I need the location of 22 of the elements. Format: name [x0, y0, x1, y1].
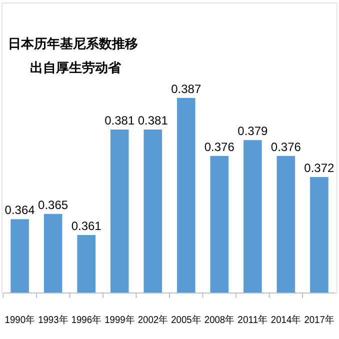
- data-label: 0.364: [4, 203, 36, 218]
- x-tick-label: 1993年: [38, 314, 70, 326]
- data-label: 0.379: [238, 124, 268, 138]
- data-label: 0.376: [204, 140, 235, 154]
- text: 出自厚生劳动省: [30, 60, 122, 75]
- x-tick-label: 2008年: [204, 314, 237, 326]
- data-label: 0.376: [270, 140, 302, 154]
- text: 日本历年基尼系数推移: [8, 36, 138, 51]
- x-tick-label: 2005年: [171, 314, 204, 326]
- x-tick-label: 1996年: [71, 314, 104, 326]
- x-tick-label: 2002年: [138, 314, 170, 326]
- data-label: 0.372: [304, 161, 335, 175]
- data-label: 0.381: [138, 114, 168, 128]
- x-tick-label: 2017年: [304, 314, 336, 326]
- x-tick-label: 2011年: [238, 314, 270, 326]
- data-label: 0.365: [38, 198, 68, 212]
- data-label: 0.387: [171, 82, 202, 96]
- x-tick-label: 1990年: [4, 314, 38, 326]
- x-tick-label: 2014年: [270, 314, 304, 326]
- x-tick-label: 1999年: [104, 314, 137, 326]
- data-label: 0.361: [71, 219, 102, 233]
- data-label: 0.381: [104, 114, 135, 128]
